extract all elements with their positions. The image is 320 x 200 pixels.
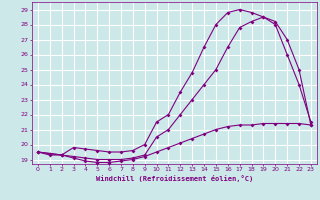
X-axis label: Windchill (Refroidissement éolien,°C): Windchill (Refroidissement éolien,°C) [96, 175, 253, 182]
